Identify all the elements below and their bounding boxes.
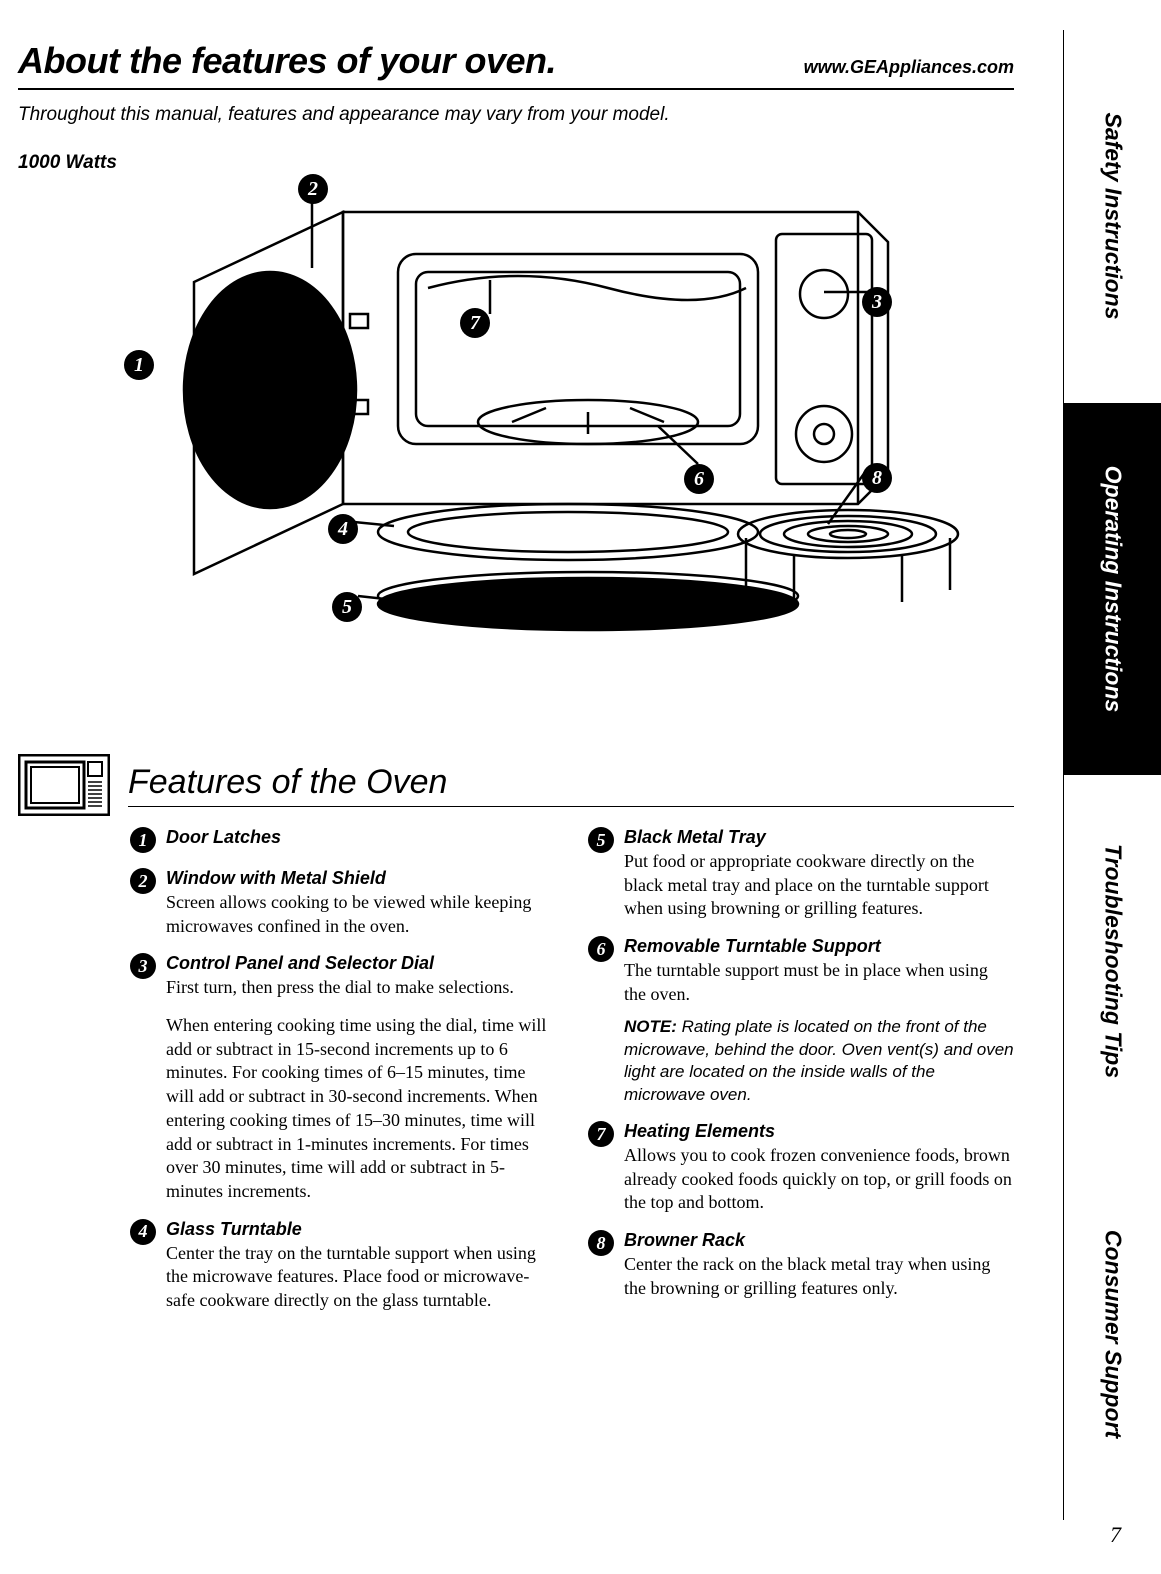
features-columns: 1 Door Latches 2 Window with Metal Shiel… xyxy=(18,826,1014,1327)
page-subtitle: Throughout this manual, features and app… xyxy=(18,104,1014,126)
oven-diagram: 1 2 3 4 5 6 7 8 xyxy=(18,174,1014,694)
feature-item: 5 Black Metal Tray Put food or appropria… xyxy=(588,826,1014,921)
feature-number: 7 xyxy=(588,1121,614,1147)
feature-paragraph: When entering cooking time using the dia… xyxy=(166,1014,556,1204)
feature-item: 8 Browner Rack Center the rack on the bl… xyxy=(588,1229,1014,1300)
tab-label: Troubleshooting Tips xyxy=(1099,844,1126,1078)
feature-item: 7 Heating Elements Allows you to cook fr… xyxy=(588,1120,1014,1215)
feature-note: NOTE: Rating plate is located on the fro… xyxy=(624,1016,1014,1106)
callout-3: 3 xyxy=(862,287,892,317)
feature-title: Door Latches xyxy=(166,826,281,850)
feature-number: 6 xyxy=(588,936,614,962)
feature-text: Control Panel and Selector Dial First tu… xyxy=(166,952,556,1204)
feature-text: Glass Turntable Center the tray on the t… xyxy=(166,1218,556,1313)
content-area: About the features of your oven. www.GEA… xyxy=(18,40,1014,1327)
feature-body: Screen allows cooking to be viewed while… xyxy=(166,891,556,939)
tab-consumer[interactable]: Consumer Support xyxy=(1063,1148,1161,1521)
feature-title: Browner Rack xyxy=(624,1229,1014,1253)
feature-text: Window with Metal Shield Screen allows c… xyxy=(166,867,556,938)
features-col-right: 5 Black Metal Tray Put food or appropria… xyxy=(588,826,1014,1327)
feature-number: 1 xyxy=(130,827,156,853)
feature-item: 4 Glass Turntable Center the tray on the… xyxy=(130,1218,556,1313)
feature-title: Glass Turntable xyxy=(166,1218,556,1242)
feature-body: Put food or appropriate cookware directl… xyxy=(624,850,1014,921)
section-title: Features of the Oven xyxy=(128,763,1014,802)
feature-number: 5 xyxy=(588,827,614,853)
tab-troubleshooting[interactable]: Troubleshooting Tips xyxy=(1063,775,1161,1148)
feature-item: 1 Door Latches xyxy=(130,826,556,853)
feature-text: Black Metal Tray Put food or appropriate… xyxy=(624,826,1014,921)
feature-body: The turntable support must be in place w… xyxy=(624,959,1014,1007)
feature-title: Heating Elements xyxy=(624,1120,1014,1144)
features-col-left: 1 Door Latches 2 Window with Metal Shiel… xyxy=(130,826,556,1327)
callout-4: 4 xyxy=(328,514,358,544)
feature-title: Window with Metal Shield xyxy=(166,867,556,891)
feature-item: 3 Control Panel and Selector Dial First … xyxy=(130,952,556,1204)
feature-title: Control Panel and Selector Dial xyxy=(166,952,556,976)
page: About the features of your oven. www.GEA… xyxy=(0,0,1161,1574)
header-row: About the features of your oven. www.GEA… xyxy=(18,40,1014,90)
feature-item: 2 Window with Metal Shield Screen allows… xyxy=(130,867,556,938)
page-number: 7 xyxy=(1110,1522,1121,1548)
feature-body: Center the tray on the turntable support… xyxy=(166,1242,556,1313)
tab-label: Safety Instructions xyxy=(1099,113,1126,320)
feature-text: Heating Elements Allows you to cook froz… xyxy=(624,1120,1014,1215)
microwave-icon xyxy=(18,754,110,816)
feature-number: 3 xyxy=(130,953,156,979)
callout-5: 5 xyxy=(332,592,362,622)
callout-2: 2 xyxy=(298,174,328,204)
callout-8: 8 xyxy=(862,463,892,493)
feature-number: 4 xyxy=(130,1219,156,1245)
feature-number: 8 xyxy=(588,1230,614,1256)
feature-text: Browner Rack Center the rack on the blac… xyxy=(624,1229,1014,1300)
callout-6: 6 xyxy=(684,464,714,494)
note-text: Rating plate is located on the front of … xyxy=(624,1017,1014,1103)
feature-text: Removable Turntable Support The turntabl… xyxy=(624,935,1014,1106)
tab-label: Operating Instructions xyxy=(1099,465,1126,712)
feature-body: First turn, then press the dial to make … xyxy=(166,976,556,1000)
feature-item: 6 Removable Turntable Support The turnta… xyxy=(588,935,1014,1106)
feature-text: Door Latches xyxy=(166,826,281,853)
section-header: Features of the Oven xyxy=(18,754,1014,816)
section-title-wrap: Features of the Oven xyxy=(128,763,1014,807)
feature-number: 2 xyxy=(130,868,156,894)
page-title: About the features of your oven. xyxy=(18,40,556,82)
feature-title: Black Metal Tray xyxy=(624,826,1014,850)
tab-label: Consumer Support xyxy=(1099,1230,1126,1438)
tab-operating[interactable]: Operating Instructions xyxy=(1063,403,1161,776)
note-label: NOTE: xyxy=(624,1017,677,1036)
tab-safety[interactable]: Safety Instructions xyxy=(1063,30,1161,403)
side-tabs: Safety Instructions Operating Instructio… xyxy=(1063,30,1161,1520)
feature-title: Removable Turntable Support xyxy=(624,935,1014,959)
callout-1: 1 xyxy=(124,350,154,380)
oven-illustration xyxy=(98,164,998,684)
feature-body: Center the rack on the black metal tray … xyxy=(624,1253,1014,1301)
brand-url: www.GEAppliances.com xyxy=(804,57,1014,78)
feature-body: Allows you to cook frozen convenience fo… xyxy=(624,1144,1014,1215)
callout-7: 7 xyxy=(460,308,490,338)
